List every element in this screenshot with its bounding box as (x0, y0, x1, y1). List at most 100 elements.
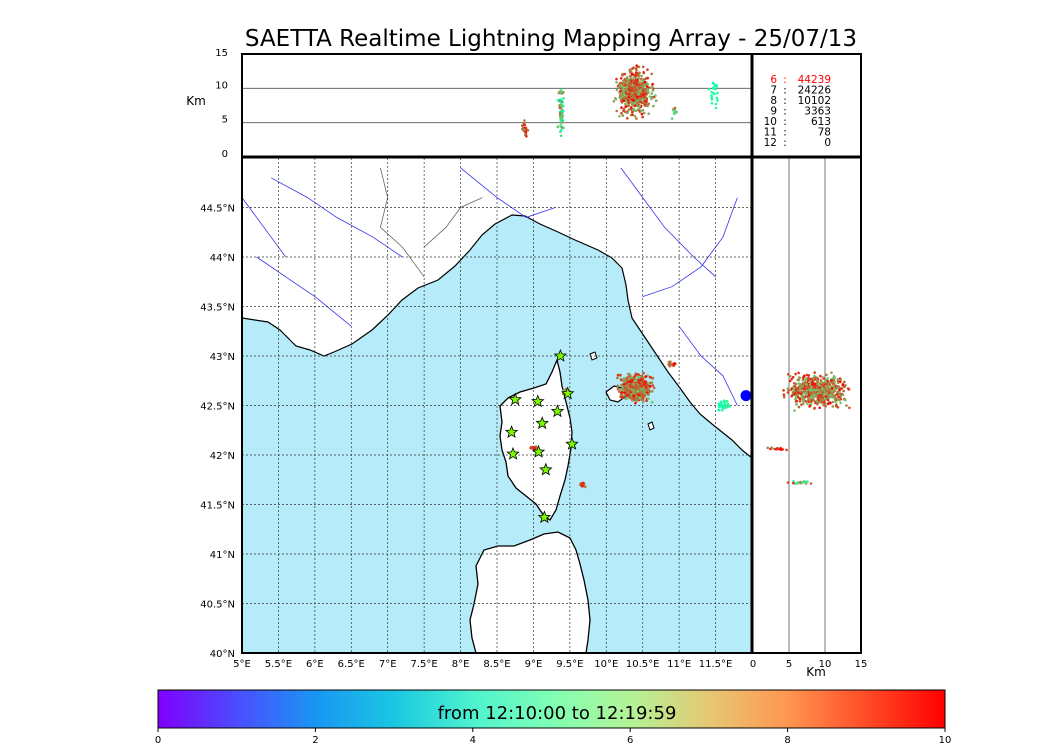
side-source-point (848, 406, 851, 410)
count-row-key: 6 (770, 74, 777, 86)
lightning-source-point (641, 384, 644, 387)
side-source-point (791, 375, 795, 379)
side-source-point (796, 386, 800, 390)
colorbar-tick-label: 2 (312, 735, 318, 746)
altitude-source-point (715, 96, 719, 100)
lightning-source-point (628, 387, 631, 391)
side-source-point (804, 481, 808, 484)
altitude-source-point (621, 86, 625, 89)
altitude-axis-label: Km (186, 94, 206, 108)
side-source-point (839, 401, 842, 405)
side-tick-label: 15 (855, 659, 868, 670)
side-source-point (826, 387, 830, 390)
count-row-key: 10 (764, 116, 777, 128)
side-source-point (827, 382, 830, 386)
altitude-source-point (558, 106, 562, 110)
side-source-point (820, 387, 824, 391)
side-source-point (843, 385, 847, 388)
lightning-source-point (581, 481, 585, 485)
altitude-source-point (615, 80, 618, 84)
altitude-source-point (648, 95, 652, 98)
altitude-source-point (715, 85, 718, 88)
side-source-point (786, 391, 790, 394)
colorbar-label: from 12:10:00 to 12:19:59 (438, 703, 677, 724)
altitude-source-point (621, 114, 625, 117)
lightning-source-point (628, 385, 632, 389)
altitude-source-point (641, 98, 644, 102)
altitude-source-point (621, 97, 625, 100)
side-source-point (792, 386, 796, 390)
side-source-point (807, 377, 811, 381)
lightning-source-point (720, 403, 724, 407)
altitude-source-point (643, 84, 647, 87)
map-y-tick-label: 44°N (210, 253, 235, 264)
side-source-point (826, 380, 829, 383)
altitude-source-point (625, 94, 628, 97)
colorbar-tick-label: 4 (470, 735, 476, 746)
lightning-source-point (633, 390, 637, 393)
lightning-source-point (631, 385, 634, 389)
side-source-point (839, 397, 843, 401)
river-line (270, 177, 403, 258)
side-source-point (793, 409, 796, 412)
station-star-marker (535, 416, 549, 430)
side-source-point (840, 387, 843, 390)
side-source-point (821, 381, 825, 385)
lightning-source-point (650, 389, 654, 393)
lightning-source-point (717, 408, 721, 412)
altitude-source-point (626, 117, 629, 120)
lightning-source-point (622, 377, 626, 380)
altitude-source-point (628, 86, 632, 89)
altitude-source-point (630, 102, 634, 106)
lightning-source-point (635, 384, 638, 387)
altitude-source-point (631, 88, 634, 91)
altitude-source-point (624, 105, 627, 109)
map-x-tick-label: 5°E (233, 659, 251, 670)
side-source-point (802, 481, 806, 484)
altitude-source-point (630, 93, 633, 97)
station-star-marker (531, 394, 545, 408)
lightning-source-point (642, 371, 645, 375)
altitude-source-point (631, 113, 634, 116)
altitude-source-point (637, 107, 641, 110)
side-source-point (815, 385, 819, 389)
source-count-table: 6:442397:242268:101029:336310:61311:7812… (753, 54, 861, 157)
side-source-point (806, 402, 809, 405)
side-source-point (808, 386, 811, 389)
altitude-source-point (559, 88, 563, 92)
altitude-source-point (631, 110, 634, 114)
side-source-point (800, 481, 804, 484)
altitude-source-point (716, 99, 719, 102)
altitude-source-point (714, 106, 718, 110)
altitude-source-point (646, 76, 649, 80)
altitude-source-point (628, 98, 632, 102)
count-row-sep: : (783, 127, 787, 139)
side-source-point (790, 377, 793, 381)
altitude-source-point (710, 101, 714, 105)
side-source-point (789, 374, 792, 378)
lightning-source-point (636, 390, 640, 393)
side-source-point (809, 482, 813, 485)
river-line (620, 167, 716, 278)
lightning-source-point (619, 373, 622, 377)
lightning-source-point (627, 380, 631, 384)
side-source-point (785, 448, 788, 452)
altitude-source-point (633, 114, 637, 118)
lightning-source-point (623, 386, 627, 389)
map-x-tick-label: 6°E (306, 659, 324, 670)
side-source-point (798, 397, 802, 401)
map-x-tick-label: 9.5°E (556, 659, 583, 670)
map-x-tick-label: 5.5°E (265, 659, 292, 670)
side-source-point (826, 377, 829, 380)
lightning-source-point (616, 376, 619, 380)
lightning-source-point (623, 380, 627, 383)
side-panel-bg (753, 158, 861, 653)
altitude-source-point (561, 92, 564, 95)
side-source-point (819, 374, 822, 378)
colorbar-tick-label: 8 (784, 735, 790, 746)
altitude-source-point (640, 74, 643, 78)
altitude-source-point (520, 124, 524, 127)
altitude-source-point (628, 92, 631, 96)
altitude-source-point (629, 74, 632, 78)
altitude-source-point (631, 67, 634, 71)
